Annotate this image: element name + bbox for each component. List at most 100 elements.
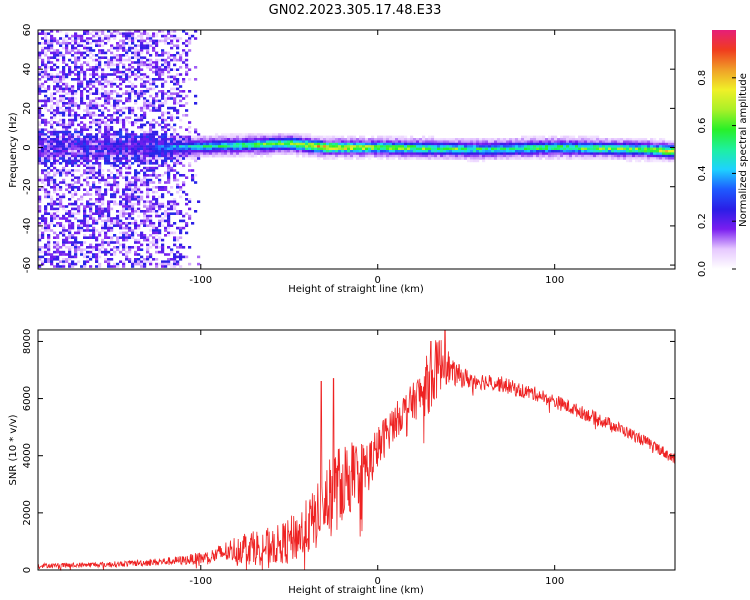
spectrogram-cell xyxy=(140,150,144,153)
spectrogram-cell xyxy=(95,265,99,268)
spectrogram-cell xyxy=(152,231,156,235)
spectrogram-cell xyxy=(581,157,585,160)
spectrogram-cell xyxy=(146,181,150,184)
spectrogram-cell xyxy=(407,138,411,141)
spectrogram-cell xyxy=(107,157,111,160)
spectrogram-cell xyxy=(80,241,84,244)
spectrogram-cell xyxy=(170,207,174,211)
spectrogram-cell xyxy=(314,138,318,141)
spectrogram-cell xyxy=(308,133,312,136)
spectrogram-cell xyxy=(188,150,192,153)
spectrogram-cell xyxy=(113,118,117,122)
spectrogram-cell xyxy=(155,32,159,35)
spectrogram-cell xyxy=(74,200,78,203)
spectrogram-cell xyxy=(77,176,81,179)
spectrogram-cell xyxy=(134,138,138,141)
spectrogram-cell xyxy=(170,147,174,151)
spectrogram-cell xyxy=(38,32,42,35)
spectrogram-cell xyxy=(107,250,111,254)
spectrogram-cell xyxy=(104,150,108,153)
spectrogram-cell xyxy=(662,159,666,163)
spectrogram-cell xyxy=(179,210,183,213)
spectrogram-cell xyxy=(521,150,525,153)
spectrogram-cell xyxy=(161,157,165,160)
spectrogram-cell xyxy=(536,142,540,146)
spectrogram-cell xyxy=(122,154,126,158)
spectrogram-cell xyxy=(50,97,54,100)
spectrogram-cell xyxy=(503,150,507,153)
spectrogram-cell xyxy=(116,210,120,213)
spectrogram-cell xyxy=(134,102,138,105)
spectrogram-cell xyxy=(146,224,150,227)
spectrogram-cell xyxy=(110,44,114,47)
spectrogram-cell xyxy=(251,138,255,141)
spectrogram-cell xyxy=(125,162,129,165)
spectrogram-cell xyxy=(125,212,129,215)
spectrogram-cell xyxy=(152,207,156,211)
spectrogram-cell xyxy=(116,99,120,103)
spectrogram-cell xyxy=(128,142,132,146)
spectrogram-cell xyxy=(191,145,195,148)
spectrogram-cell xyxy=(650,140,654,143)
spectrogram-cell xyxy=(143,222,147,225)
spectrogram-cell xyxy=(260,135,264,139)
spectrogram-cell xyxy=(143,147,147,151)
spectrogram-cell xyxy=(41,226,45,230)
spectrogram-cell xyxy=(134,176,138,179)
spectrogram-cell xyxy=(470,159,474,163)
spectrogram-cell xyxy=(479,150,483,153)
spectrogram-cell xyxy=(128,195,132,199)
spectrogram-cell xyxy=(638,154,642,158)
spectrogram-cell xyxy=(68,222,72,225)
spectrogram-cell xyxy=(50,214,54,218)
spectrogram-cell xyxy=(53,54,57,57)
spectrogram-cell xyxy=(125,150,129,153)
spectrogram-cell xyxy=(122,162,126,165)
spectrogram-cell xyxy=(56,140,60,143)
spectrogram-cell xyxy=(341,145,345,148)
spectrogram-cell xyxy=(74,102,78,105)
spectrogram-cell xyxy=(158,90,162,93)
spectrogram-cell xyxy=(236,154,240,158)
spectrogram-cell xyxy=(182,190,186,194)
colorbar-tick-label: 0.6 xyxy=(697,118,708,134)
spectrogram-cell xyxy=(89,188,93,191)
spectrogram-cell xyxy=(59,250,63,254)
spectrogram-cell xyxy=(68,253,72,256)
spectrogram-cell xyxy=(125,181,129,184)
spectrogram-cell xyxy=(74,130,78,134)
spectrogram-cell xyxy=(56,142,60,146)
spectrogram-cell xyxy=(176,58,180,62)
spectrogram-cell xyxy=(200,147,204,151)
spectrogram-cell xyxy=(47,42,51,45)
spectrogram-cell xyxy=(104,85,108,88)
spectrogram-cell xyxy=(197,150,201,153)
spectrogram-cell xyxy=(503,138,507,141)
spectrogram-cell xyxy=(164,130,168,134)
spectrogram-cell xyxy=(71,85,75,88)
spectrogram-cell xyxy=(143,39,147,43)
spectrogram-cell xyxy=(77,66,81,69)
spectrogram-cell xyxy=(155,205,159,208)
spectrogram-cell xyxy=(197,138,201,141)
spectrogram-cell xyxy=(338,138,342,141)
spectrogram-cell xyxy=(65,133,69,136)
spectrogram-cell xyxy=(155,106,159,110)
spectrogram-cell xyxy=(533,150,537,153)
spectrogram-cell xyxy=(263,133,267,136)
spectrogram-cell xyxy=(38,210,42,213)
spectrogram-cell xyxy=(311,135,315,139)
spectrogram-cell xyxy=(248,133,252,136)
spectrogram-cell xyxy=(473,142,477,146)
spectrogram-cell xyxy=(239,154,243,158)
spectrogram-cell xyxy=(179,157,183,160)
spectrogram-cell xyxy=(149,82,153,86)
spectrogram-cell xyxy=(182,145,186,148)
spectrogram-cell xyxy=(47,195,51,199)
spectrogram-cell xyxy=(404,147,408,151)
spectrogram-cell xyxy=(392,142,396,146)
spectrogram-cell xyxy=(605,138,609,141)
spectrogram-cell xyxy=(371,138,375,141)
spectrogram-cell xyxy=(671,145,675,148)
spectrogram-cell xyxy=(59,97,63,100)
